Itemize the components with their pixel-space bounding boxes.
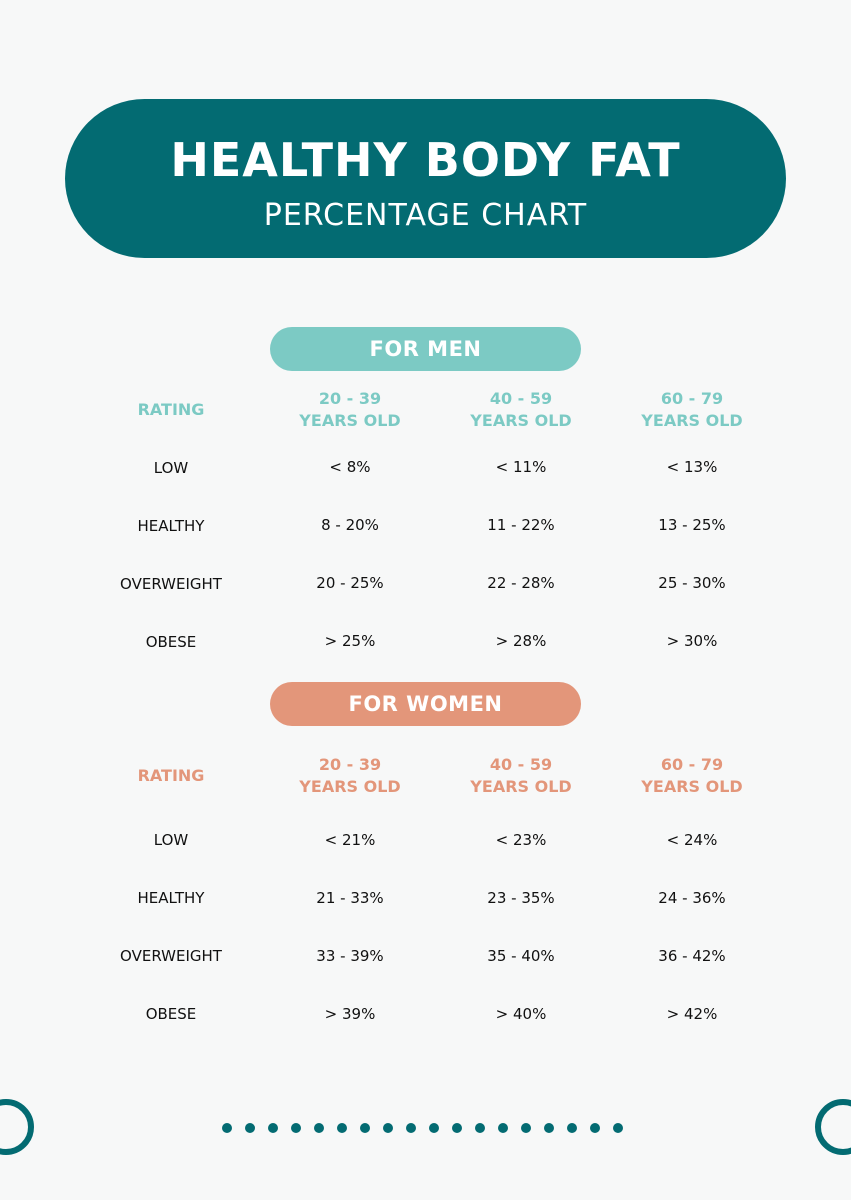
women-row-value: < 21% — [324, 831, 376, 849]
men-row-value: > 30% — [666, 632, 718, 650]
decorative-dot — [383, 1123, 393, 1133]
women-header-age-20-39-range: 20 - 39 — [318, 755, 382, 774]
men-row-rating: OBESE — [145, 633, 197, 651]
men-row-value: 22 - 28% — [487, 574, 555, 592]
page-title: HEALTHY BODY FAT — [170, 133, 681, 187]
men-header-age-40-59-unit: YEARS OLD — [470, 411, 572, 430]
decorative-dot — [567, 1123, 577, 1133]
section-pill-men: FOR MEN — [270, 327, 581, 371]
women-row-value: < 24% — [666, 831, 718, 849]
decorative-dot — [590, 1123, 600, 1133]
men-row-value: 20 - 25% — [316, 574, 384, 592]
men-row-rating: OVERWEIGHT — [120, 575, 222, 593]
men-header-age-20-39-range: 20 - 39 — [318, 389, 382, 408]
women-row-value: 33 - 39% — [316, 947, 384, 965]
men-row-value: 13 - 25% — [658, 516, 726, 534]
men-row-value: > 28% — [495, 632, 547, 650]
men-header-age-40-59-range: 40 - 59 — [489, 389, 553, 408]
decorative-ring-right — [815, 1099, 851, 1155]
decorative-dot — [406, 1123, 416, 1133]
decorative-dot — [521, 1123, 531, 1133]
men-header-age-20-39-unit: YEARS OLD — [299, 411, 401, 430]
decorative-dot — [452, 1123, 462, 1133]
decorative-dot — [544, 1123, 554, 1133]
section-pill-women: FOR WOMEN — [270, 682, 581, 726]
women-header-age-60-79-unit: YEARS OLD — [641, 777, 743, 796]
women-header-age-40-59-range: 40 - 59 — [489, 755, 553, 774]
men-header-rating: RATING — [137, 400, 205, 419]
women-row-value: < 23% — [495, 831, 547, 849]
women-header-age-40-59-unit: YEARS OLD — [470, 777, 572, 796]
men-row-value: < 8% — [329, 458, 371, 476]
women-row-value: 23 - 35% — [487, 889, 555, 907]
decorative-dot — [475, 1123, 485, 1133]
women-row-value: > 42% — [666, 1005, 718, 1023]
title-banner — [65, 99, 786, 258]
men-header-age-60-79-unit: YEARS OLD — [641, 411, 743, 430]
men-row-value: < 11% — [495, 458, 547, 476]
women-row-value: 35 - 40% — [487, 947, 555, 965]
women-row-value: > 39% — [324, 1005, 376, 1023]
men-row-value: > 25% — [324, 632, 376, 650]
page-subtitle: PERCENTAGE CHART — [263, 198, 588, 233]
decorative-dot — [360, 1123, 370, 1133]
men-row-rating: LOW — [153, 459, 189, 477]
women-row-value: 36 - 42% — [658, 947, 726, 965]
women-header-rating: RATING — [137, 766, 205, 785]
decorative-dot — [291, 1123, 301, 1133]
decorative-dot — [613, 1123, 623, 1133]
decorative-ring-left — [0, 1099, 34, 1155]
decorative-dot-row — [222, 1121, 642, 1135]
men-row-value: < 13% — [666, 458, 718, 476]
men-row-value: 11 - 22% — [487, 516, 555, 534]
decorative-dot — [268, 1123, 278, 1133]
women-row-rating: LOW — [153, 831, 189, 849]
women-row-value: 21 - 33% — [316, 889, 384, 907]
women-header-age-20-39-unit: YEARS OLD — [299, 777, 401, 796]
men-row-value: 25 - 30% — [658, 574, 726, 592]
decorative-dot — [429, 1123, 439, 1133]
women-row-rating: OBESE — [145, 1005, 197, 1023]
men-header-age-60-79-range: 60 - 79 — [660, 389, 724, 408]
women-row-rating: HEALTHY — [137, 889, 205, 907]
women-row-value: 24 - 36% — [658, 889, 726, 907]
decorative-dot — [314, 1123, 324, 1133]
women-row-rating: OVERWEIGHT — [120, 947, 222, 965]
men-row-value: 8 - 20% — [321, 516, 379, 534]
decorative-dot — [498, 1123, 508, 1133]
men-row-rating: HEALTHY — [137, 517, 205, 535]
decorative-dot — [245, 1123, 255, 1133]
women-header-age-60-79-range: 60 - 79 — [660, 755, 724, 774]
women-row-value: > 40% — [495, 1005, 547, 1023]
decorative-dot — [222, 1123, 232, 1133]
decorative-dot — [337, 1123, 347, 1133]
